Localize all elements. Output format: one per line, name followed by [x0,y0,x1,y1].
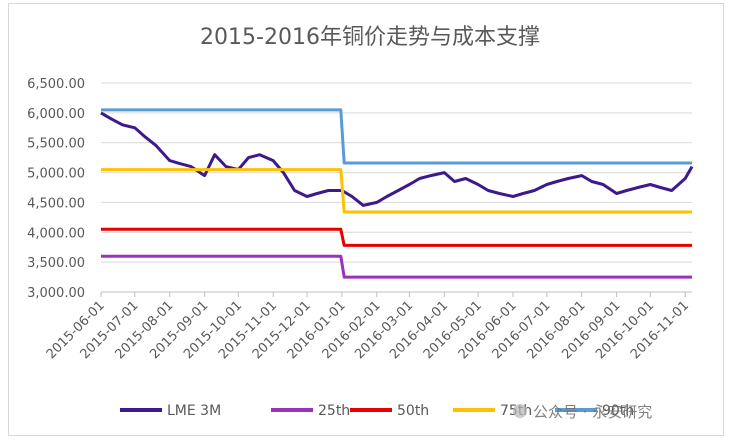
grid-lines [101,82,692,293]
series-line-50th [101,227,692,247]
series-line-25th [101,254,692,279]
y-tick-label: 5,500.00 [27,137,85,152]
y-tick-label: 6,500.00 [27,77,85,92]
series-line-90th [101,108,692,165]
series-line-75th [101,168,692,214]
chart-frame [8,3,724,436]
y-tick-label: 5,000.00 [27,167,85,182]
legend-label: LME 3M [167,403,221,419]
legend-label: 25th [318,403,350,419]
y-tick-label: 3,000.00 [27,286,85,301]
y-tick-label: 4,500.00 [27,196,85,211]
legend-label: 50th [397,403,429,419]
series-lines [100,108,694,279]
watermark: 公众号 · 永安研究 [513,403,652,421]
legend: LME 3M25th50th75th90th [120,403,634,419]
y-axis-ticks: 6,500.00 6,000.00 5,500.00 5,000.00 4,500.00… [27,77,85,301]
legend-label: 90th [602,403,634,419]
series-line-lme-3m [100,111,694,207]
y-tick-label: 3,500.00 [27,256,85,271]
x-axis-ticks: 2015-06-012015-07-012015-08-012015-09-01… [44,291,692,362]
watermark-text: 公众号 · 永安研究 [533,403,652,421]
y-tick-label: 6,000.00 [27,107,85,122]
wechat-icon [513,404,527,418]
chart-title: 2015-2016年铜价走势与成本支撑 [200,25,540,50]
y-tick-label: 4,000.00 [27,226,85,241]
